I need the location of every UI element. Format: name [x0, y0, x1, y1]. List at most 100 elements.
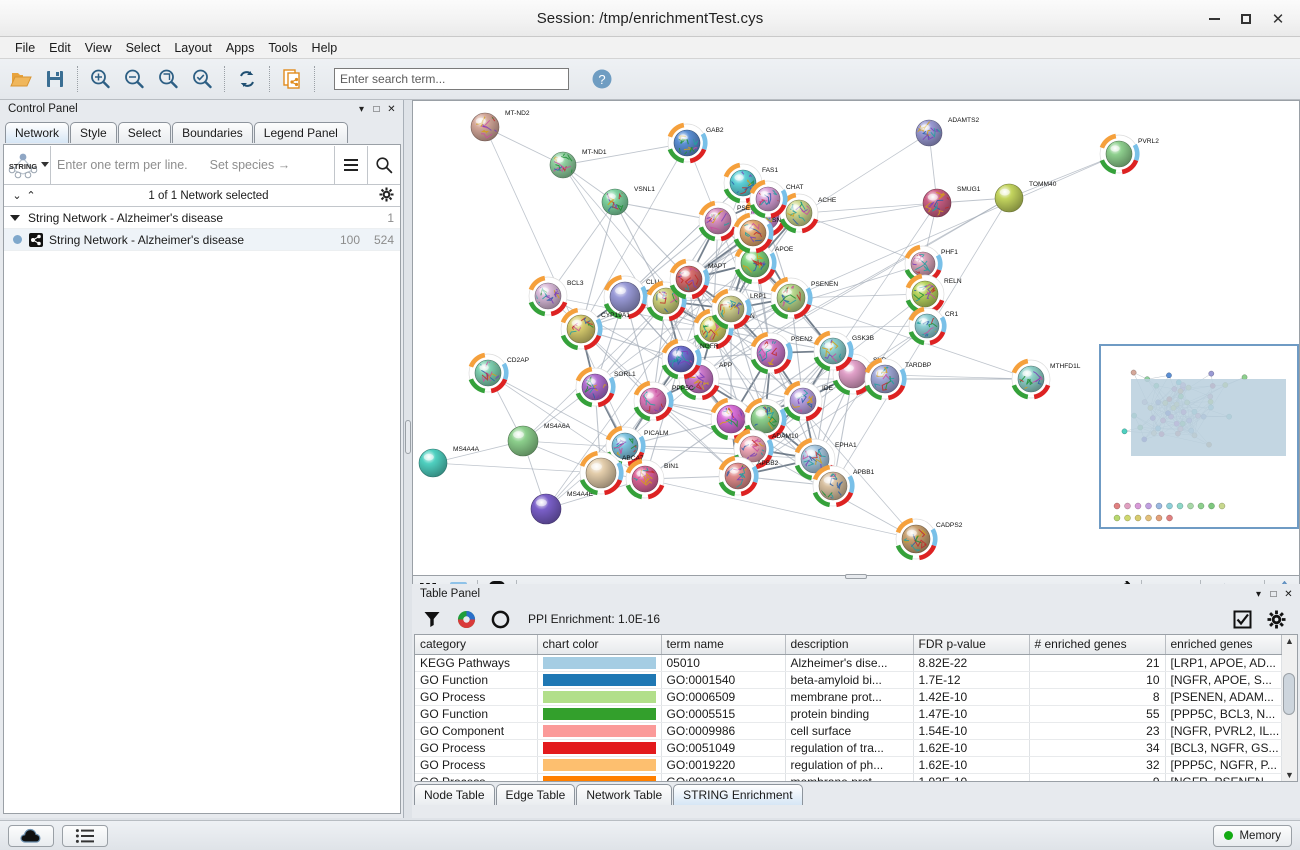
node-sphere[interactable]	[922, 188, 952, 218]
tab-string-enrichment[interactable]: STRING Enrichment	[673, 784, 803, 805]
table-row[interactable]: GO Process GO:0051049 regulation of tra...…	[415, 739, 1282, 757]
network-node[interactable]: CR1	[908, 306, 959, 346]
filter-funnel-icon[interactable]	[420, 607, 444, 631]
pie-chart-icon[interactable]	[454, 607, 478, 631]
network-node[interactable]: PICALM	[605, 425, 669, 467]
refresh-icon[interactable]	[230, 62, 264, 96]
string-logo-icon[interactable]: STRING	[4, 146, 50, 184]
export-network-icon[interactable]	[275, 62, 309, 96]
zoom-out-icon[interactable]	[117, 62, 151, 96]
network-node[interactable]: ADAMTS2	[915, 117, 979, 147]
panel-split-handle-vertical[interactable]	[405, 420, 411, 454]
scroll-up-arrow-icon[interactable]: ▲	[1285, 636, 1294, 646]
menu-apps[interactable]: Apps	[225, 40, 255, 55]
enrichment-table-scroll-region[interactable]: category chart color term name descripti…	[414, 634, 1298, 782]
table-row[interactable]: GO Process GO:0019220 regulation of ph... 1…	[415, 756, 1282, 774]
node-sphere[interactable]	[507, 425, 539, 457]
control-panel-restore-button[interactable]: □	[373, 103, 380, 115]
table-row[interactable]: GO Function GO:0005515 protein binding 1.47…	[415, 705, 1282, 723]
close-button[interactable]: ✕	[1271, 10, 1285, 28]
network-node[interactable]: CADPS2	[895, 517, 963, 561]
node-sphere[interactable]	[1105, 140, 1133, 168]
menu-layout[interactable]: Layout	[174, 40, 212, 55]
column-header-enriched-genes[interactable]: enriched genes	[1165, 635, 1282, 655]
menu-edit[interactable]: Edit	[49, 40, 71, 55]
node-sphere[interactable]	[418, 448, 448, 478]
tab-select[interactable]: Select	[117, 122, 172, 143]
network-overview-panel[interactable]	[1099, 344, 1299, 529]
network-node[interactable]: MT-ND2	[470, 110, 530, 142]
network-node[interactable]: BCL3	[527, 275, 584, 317]
network-node[interactable]: PSENEN	[770, 276, 838, 320]
network-node[interactable]: MTHFD1L	[1011, 358, 1081, 400]
tab-style[interactable]: Style	[70, 122, 117, 143]
node-sphere[interactable]	[566, 314, 596, 344]
tab-network[interactable]: Network	[5, 122, 70, 143]
column-header-fdr-p-value[interactable]: FDR p-value	[913, 635, 1030, 655]
table-row[interactable]: KEGG Pathways 05010 Alzheimer's dise... 8.8…	[415, 654, 1282, 672]
memory-status-button[interactable]: Memory	[1213, 824, 1292, 847]
node-sphere[interactable]	[609, 281, 641, 313]
node-sphere[interactable]	[911, 280, 939, 308]
donut-chart-icon[interactable]	[488, 607, 512, 631]
table-row[interactable]: GO Function GO:0001540 beta-amyloid bi... 1…	[415, 671, 1282, 689]
network-node[interactable]: EPHA1	[794, 437, 857, 481]
network-node[interactable]: TOMM40	[994, 181, 1057, 213]
network-node[interactable]: SMUG1	[922, 183, 981, 218]
node-sphere[interactable]	[601, 188, 629, 216]
tab-network-table[interactable]: Network Table	[576, 784, 673, 805]
network-node[interactable]: MME	[646, 280, 701, 322]
menu-select[interactable]: Select	[125, 40, 161, 55]
task-list-icon[interactable]	[62, 824, 108, 847]
network-node[interactable]: MS4A4A	[418, 446, 480, 478]
network-node[interactable]: ADAM10	[733, 428, 799, 470]
node-sphere[interactable]	[549, 151, 577, 179]
table-row[interactable]: GO Component GO:0009986 cell surface 1.54E-…	[415, 722, 1282, 740]
tab-edge-table[interactable]: Edge Table	[495, 784, 576, 805]
node-sphere[interactable]	[755, 186, 781, 212]
scrollbar-thumb[interactable]	[1283, 673, 1295, 715]
maximize-button[interactable]	[1230, 6, 1262, 32]
network-node[interactable]: APOE	[734, 241, 794, 285]
zoom-in-icon[interactable]	[83, 62, 117, 96]
network-node[interactable]: LRP1	[711, 288, 767, 330]
network-node[interactable]: PSEN2	[749, 331, 813, 375]
node-sphere[interactable]	[716, 404, 746, 434]
panel-split-handle-horizontal[interactable]	[845, 574, 867, 579]
gear-icon[interactable]	[379, 186, 394, 205]
set-species-link[interactable]: Set species →	[209, 157, 291, 172]
overview-viewport-rect[interactable]	[1131, 379, 1286, 456]
network-node[interactable]: GSK3B	[813, 330, 875, 372]
node-sphere[interactable]	[474, 359, 502, 387]
node-sphere[interactable]	[639, 387, 667, 415]
tab-legend-panel[interactable]: Legend Panel	[253, 122, 348, 143]
network-node[interactable]: ABCA7	[579, 450, 644, 496]
network-node[interactable]: MAPT	[668, 258, 727, 300]
table-panel-close-button[interactable]: ✕	[1284, 588, 1293, 600]
table-row[interactable]: GO Process GO:0033619 membrane prot... 1.93…	[415, 773, 1282, 781]
network-node[interactable]: IDE	[783, 380, 834, 422]
open-folder-icon[interactable]	[4, 62, 38, 96]
node-sphere[interactable]	[724, 462, 752, 490]
network-node[interactable]: APBB1	[812, 464, 875, 508]
collapse-all-button[interactable]: ⌄	[12, 190, 22, 202]
gear-icon[interactable]	[1264, 607, 1288, 631]
network-node[interactable]: CHAT	[749, 179, 803, 219]
node-sphere[interactable]	[915, 119, 943, 147]
menu-file[interactable]: File	[15, 40, 36, 55]
string-term-input[interactable]: Enter one term per line. Set species →	[50, 145, 334, 184]
network-node[interactable]: CD2AP	[468, 352, 530, 394]
network-node[interactable]: CYP19A1	[560, 307, 630, 351]
zoom-selected-icon[interactable]	[185, 62, 219, 96]
network-node[interactable]: TARDBP	[864, 357, 932, 401]
network-node[interactable]: ACHE	[779, 192, 837, 234]
menu-view[interactable]: View	[84, 40, 112, 55]
control-panel-collapse-button[interactable]: ▾	[358, 103, 365, 115]
table-row[interactable]: GO Process GO:0006509 membrane prot... 1.42…	[415, 688, 1282, 706]
minimize-button[interactable]	[1198, 6, 1230, 32]
column-header-category[interactable]: category	[415, 635, 538, 655]
help-icon[interactable]: ?	[585, 62, 619, 96]
network-node[interactable]: PHF1	[904, 244, 958, 284]
table-panel-restore-button[interactable]: □	[1270, 588, 1277, 600]
hamburger-icon[interactable]	[334, 145, 367, 184]
